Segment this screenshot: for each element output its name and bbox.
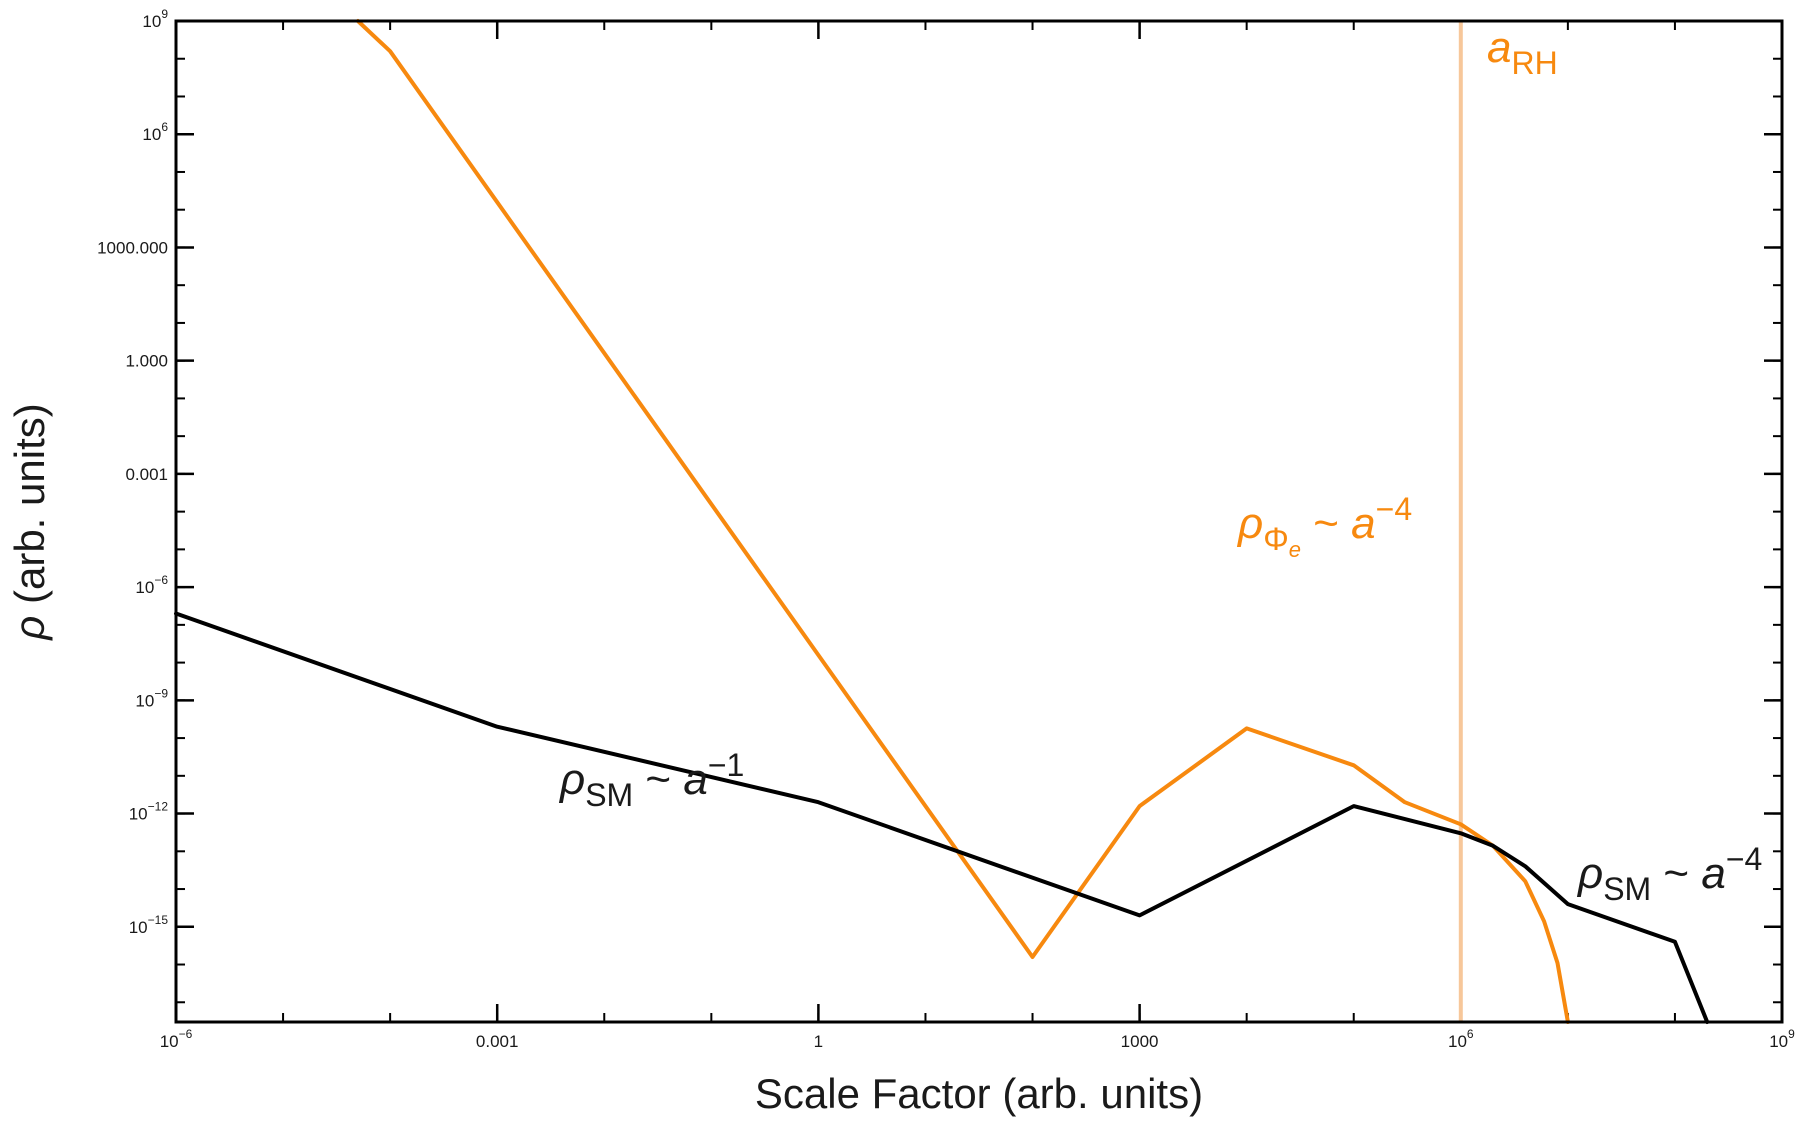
tick-labels: 10−6 0.001 1 1000 106 109 109 106 1000.000 1.000 0… bbox=[97, 7, 1795, 1051]
y-tick-label: 10−12 bbox=[129, 800, 169, 824]
annotation-a-rh: aRH bbox=[1487, 23, 1558, 81]
y-tick-label: 10−6 bbox=[135, 573, 168, 597]
x-tick-label: 1000 bbox=[1121, 1032, 1159, 1051]
annotation-rho-sm-a-4: ρSM ~ a−4 bbox=[1576, 841, 1762, 907]
plot-frame bbox=[174, 19, 1784, 1024]
annotation-rho-phi: ρΦe ~ a−4 bbox=[1236, 491, 1412, 562]
x-axis-label: Scale Factor (arb. units) bbox=[755, 1070, 1203, 1117]
y-tick-label: 1.000 bbox=[125, 352, 168, 371]
x-tick-label: 1 bbox=[814, 1032, 823, 1051]
series-layer bbox=[174, 19, 1710, 1024]
major-ticks bbox=[174, 19, 1784, 1022]
x-tick-label: 0.001 bbox=[476, 1032, 519, 1051]
series-line-black-curve bbox=[174, 611, 1710, 1024]
x-tick-label: 109 bbox=[1769, 1027, 1795, 1051]
y-tick-label: 10−15 bbox=[129, 913, 169, 937]
y-tick-label: 109 bbox=[142, 7, 168, 31]
minor-ticks bbox=[175, 20, 1783, 1022]
y-axis-label: ρ (arb. units) bbox=[6, 403, 53, 641]
y-tick-label: 0.001 bbox=[125, 465, 168, 484]
y-tick-label: 106 bbox=[142, 120, 168, 144]
y-tick-label: 10−9 bbox=[135, 686, 168, 710]
annotation-rho-sm-a-1: ρSM ~ a−1 bbox=[558, 747, 744, 813]
x-tick-label: 106 bbox=[1448, 1027, 1474, 1051]
x-tick-label: 10−6 bbox=[160, 1027, 193, 1051]
y-tick-label: 1000.000 bbox=[97, 238, 168, 257]
series-line-orange-curve bbox=[355, 19, 1570, 1024]
